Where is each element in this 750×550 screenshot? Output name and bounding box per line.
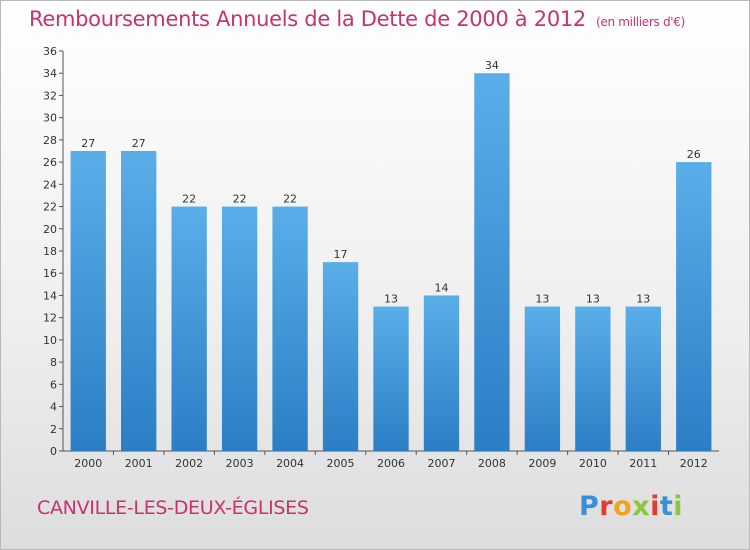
bar-2007 — [423, 295, 460, 451]
y-tick-label: 20 — [43, 223, 57, 236]
y-tick-label: 32 — [43, 89, 57, 102]
x-tick-label: 2000 — [74, 457, 102, 470]
bars — [70, 73, 712, 451]
brand-letter: x — [632, 491, 651, 522]
bar-2005 — [322, 262, 359, 451]
x-tick-label: 2009 — [528, 457, 556, 470]
bar-2003 — [221, 206, 258, 451]
bar-2009 — [524, 306, 561, 451]
x-tick-label: 2002 — [175, 457, 203, 470]
y-tick-label: 0 — [50, 445, 57, 458]
data-label-2000: 27 — [81, 137, 95, 150]
y-tick-label: 8 — [50, 356, 57, 369]
x-tick-label: 2008 — [478, 457, 506, 470]
bar-2001 — [121, 151, 157, 451]
x-tick-label: 2001 — [125, 457, 153, 470]
x-axis: 2000 2001 2002 2003 2004 2005 2006 2007 2008 2009… — [63, 450, 719, 470]
bar-2006 — [373, 306, 409, 451]
data-label-2006: 13 — [384, 293, 398, 306]
y-tick-label: 12 — [43, 312, 57, 325]
brand-letter: i — [650, 491, 660, 522]
data-label-2001: 27 — [132, 137, 146, 150]
brand-letter: o — [613, 491, 633, 522]
y-tick-label: 30 — [43, 112, 57, 125]
data-label-2007: 14 — [434, 281, 448, 294]
y-tick-label: 6 — [50, 378, 57, 391]
data-label-2009: 13 — [535, 293, 549, 306]
y-tick-label: 10 — [43, 334, 57, 347]
bar-2008 — [474, 73, 510, 451]
x-tick-label: 2007 — [427, 457, 455, 470]
brand-letter: P — [579, 491, 600, 522]
brand-letter: t — [659, 491, 674, 522]
data-label-2003: 22 — [233, 193, 247, 206]
data-label-2011: 13 — [636, 293, 650, 306]
y-tick-label: 22 — [43, 201, 57, 214]
y-tick-label: 4 — [50, 401, 57, 414]
y-tick-label: 16 — [43, 267, 57, 280]
x-tick-label: 2005 — [327, 457, 355, 470]
y-tick-label: 24 — [43, 178, 57, 191]
x-tick-label: 2010 — [579, 457, 607, 470]
data-label-2010: 13 — [586, 293, 600, 306]
x-tick-label: 2012 — [680, 457, 708, 470]
chart-unit-note: (en milliers d'€) — [596, 15, 686, 29]
data-label-2004: 22 — [283, 193, 297, 206]
y-tick-label: 28 — [43, 134, 57, 147]
brand-letter: i — [673, 491, 684, 522]
x-tick-label: 2011 — [629, 457, 657, 470]
data-label-2012: 26 — [687, 148, 701, 161]
bar-2011 — [625, 306, 661, 451]
commune-name: CANVILLE-LES-DEUX-ÉGLISES — [37, 497, 309, 519]
bar-2010 — [575, 306, 611, 451]
bar-2012 — [676, 162, 712, 451]
brand-logo: Proxiti — [579, 491, 683, 522]
y-tick-label: 2 — [50, 423, 57, 436]
x-tick-label: 2004 — [276, 457, 304, 470]
data-labels: 27 27 22 22 22 17 13 14 34 13 13 13 26 — [81, 59, 701, 305]
x-tick-label: 2006 — [377, 457, 405, 470]
y-tick-label: 26 — [43, 156, 57, 169]
data-label-2002: 22 — [182, 193, 196, 206]
data-label-2008: 34 — [485, 59, 499, 72]
data-label-2005: 17 — [334, 248, 348, 261]
y-tick-label: 36 — [43, 45, 57, 58]
x-tick-label: 2003 — [226, 457, 254, 470]
brand-letter: r — [599, 491, 614, 522]
y-tick-label: 18 — [43, 245, 57, 258]
bar-2002 — [171, 206, 207, 451]
y-tick-label: 34 — [43, 67, 57, 80]
y-tick-label: 14 — [43, 289, 57, 302]
chart-title-text: Remboursements Annuels de la Dette de 20… — [29, 7, 586, 31]
chart-title: Remboursements Annuels de la Dette de 20… — [29, 7, 685, 31]
bar-2000 — [70, 151, 106, 451]
bar-2004 — [272, 206, 308, 451]
